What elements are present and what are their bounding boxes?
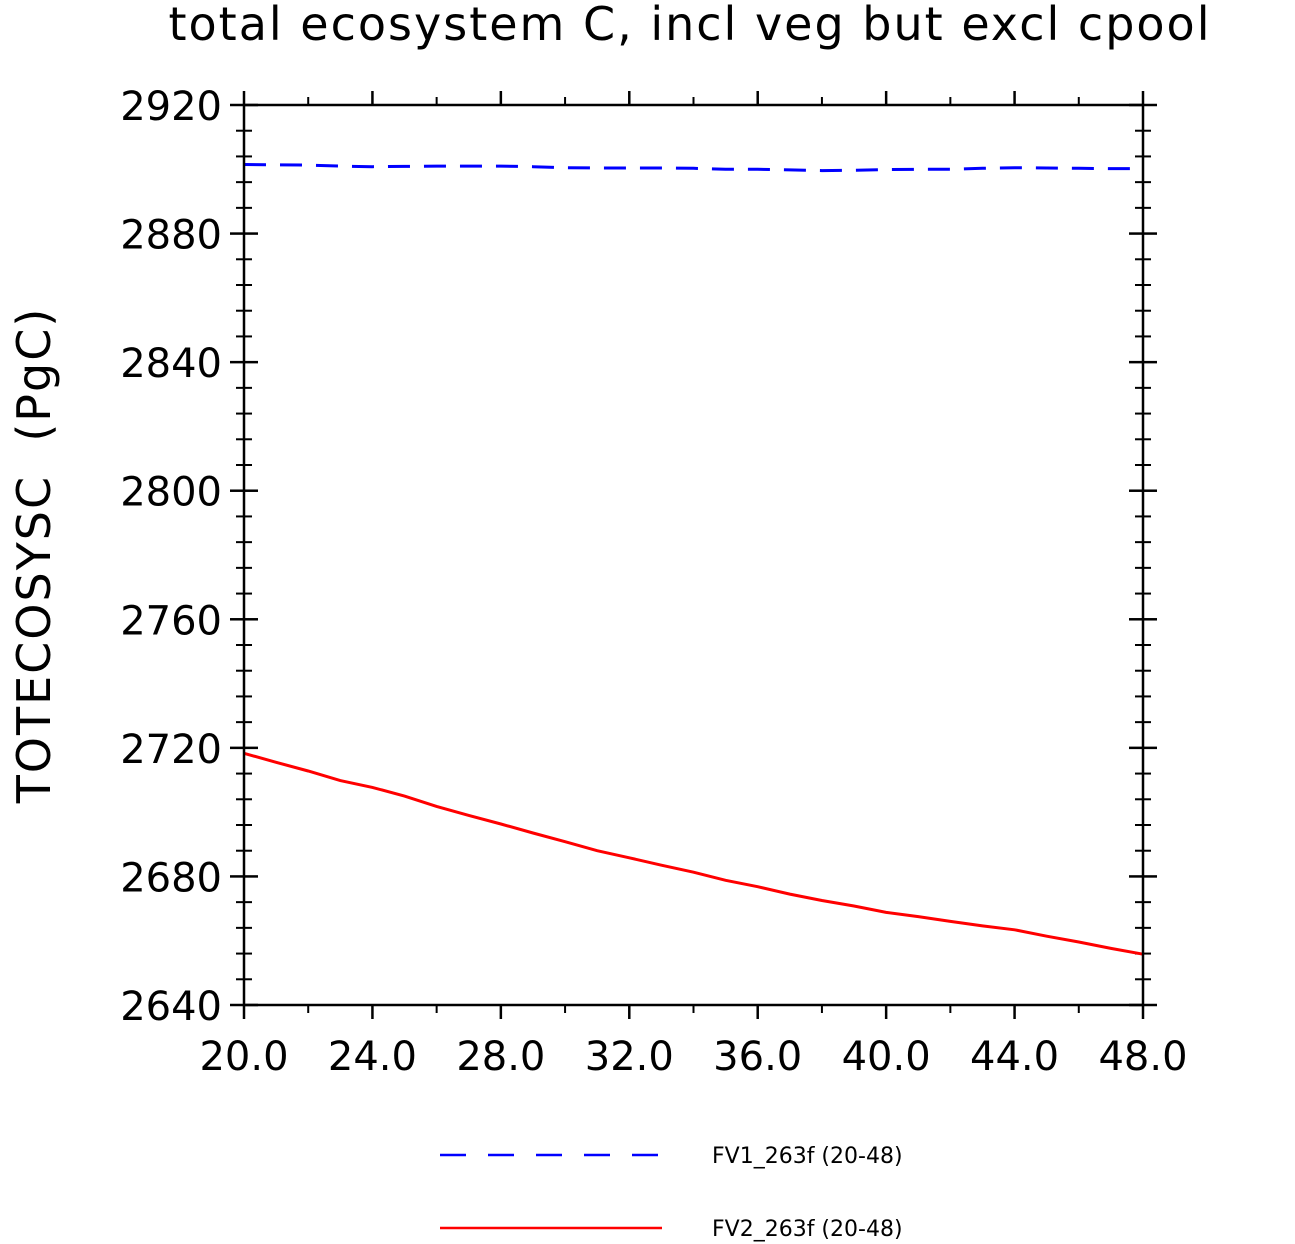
series-line-2: [243, 751, 1144, 956]
y-axis-label: TOTECOSYSC (PgC): [7, 307, 61, 805]
y-axis-label-group: TOTECOSYSC (PgC): [7, 307, 61, 805]
series-line-1: [243, 163, 1143, 173]
legend: FV1_263f (20-48) FV2_263f (20-48): [440, 1144, 903, 1242]
y-tick-label: 2720: [120, 727, 222, 773]
x-tick-label: 20.0: [199, 1034, 288, 1080]
legend-label-2: FV2_263f (20-48): [712, 1217, 903, 1242]
y-tick-label: 2680: [120, 855, 222, 901]
x-tick-label: 36.0: [713, 1034, 802, 1080]
x-tick-label: 40.0: [842, 1034, 931, 1080]
y-tick-label: 2920: [120, 84, 222, 130]
chart-title: total ecosystem C, incl veg but excl cpo…: [169, 0, 1212, 51]
y-tick-label: 2880: [120, 213, 222, 259]
x-tick-label: 28.0: [456, 1034, 545, 1080]
x-tick-label: 48.0: [1098, 1034, 1187, 1080]
y-tick-label: 2840: [120, 341, 222, 387]
series-layer: [243, 163, 1144, 956]
legend-label-1: FV1_263f (20-48): [712, 1144, 903, 1169]
y-tick-label: 2640: [120, 984, 222, 1030]
y-tick-label: 2800: [120, 470, 222, 516]
x-tick-label: 24.0: [328, 1034, 417, 1080]
x-tick-label: 44.0: [970, 1034, 1059, 1080]
plot-frame: [242, 103, 1145, 1007]
x-tick-label: 32.0: [585, 1034, 674, 1080]
y-tick-label: 2760: [120, 598, 222, 644]
axis-ticks: 20.0 24.0 28.0 32.0 36.0 40.0 44.0 48.0 2640 2680…: [120, 84, 1187, 1080]
